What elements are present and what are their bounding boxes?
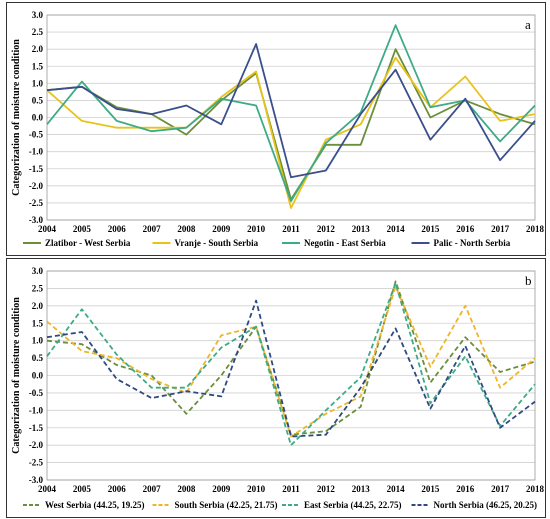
series-line-3	[46, 24, 536, 203]
y-tick-label: -2.5	[29, 458, 44, 468]
y-tick-label: 2.5	[32, 283, 44, 293]
legend-label-1: Zlatibor - West Serbia	[45, 238, 131, 248]
y-tick-label: -3.0	[29, 475, 44, 485]
panel-letter: b	[525, 273, 532, 288]
x-tick-label: 2005	[73, 484, 92, 494]
legend-label-2: South Serbia (42.25, 21.75)	[175, 500, 278, 510]
x-tick-label: 2008	[177, 484, 196, 494]
x-tick-label: 2015	[421, 484, 440, 494]
x-tick-label: 2004	[38, 224, 57, 234]
x-tick-label: 2013	[352, 224, 371, 234]
plot-frame	[46, 14, 536, 221]
y-axis-label: Categorization of moisture condition	[11, 297, 22, 454]
series-line-4	[46, 43, 536, 179]
legend-label-2: Vranje - South Serbia	[175, 238, 259, 248]
y-tick-label: 1.0	[32, 336, 44, 346]
x-tick-label: 2006	[108, 484, 127, 494]
x-tick-label: 2014	[387, 224, 406, 234]
y-tick-label: -2.5	[29, 198, 44, 208]
series-line-2	[46, 285, 536, 438]
chart-panel-a: 3.0 2.5 2.0 1.5 1.0 0.5 0.0 -0.5 -1.0 -1.5 -2.0 -2.…	[6, 2, 546, 256]
y-tick-label: -1.0	[29, 405, 44, 415]
y-axis-label: Categorization of moisture condition	[11, 39, 22, 196]
y-tick-label: 0.0	[32, 371, 44, 381]
y-tick-label: -0.5	[29, 388, 44, 398]
x-tick-label: 2018	[526, 224, 545, 234]
y-tick-label: -1.5	[29, 164, 44, 174]
y-tick-label: 2.0	[32, 301, 44, 311]
x-tick-label: 2006	[108, 224, 127, 234]
x-tick-label: 2011	[282, 224, 300, 234]
y-tick-label: -2.0	[29, 181, 44, 191]
x-tick-label: 2012	[317, 484, 336, 494]
x-tick-label: 2011	[282, 484, 300, 494]
x-tick-label: 2014	[387, 484, 406, 494]
y-tick-label: -1.0	[29, 147, 44, 157]
panel-letter: a	[525, 17, 531, 32]
y-tick-label: 3.0	[32, 10, 44, 20]
chart-a-svg: 3.0 2.5 2.0 1.5 1.0 0.5 0.0 -0.5 -1.0 -1.5 -2.0 -2.…	[11, 10, 545, 248]
x-tick-label: 2015	[421, 224, 440, 234]
x-tick-label: 2007	[143, 224, 162, 234]
series-line-3	[46, 282, 536, 447]
x-tick-label: 2010	[247, 484, 266, 494]
legend-label-1: West Serbia (44.25, 19.25)	[45, 500, 145, 510]
y-tick-label: 2.0	[32, 44, 44, 54]
legend-label-3: Negotin - East Serbia	[304, 238, 386, 248]
y-tick-label: 2.5	[32, 27, 44, 37]
x-tick-label: 2016	[456, 484, 475, 494]
x-tick-label: 2010	[247, 224, 266, 234]
x-tick-label: 2017	[491, 224, 510, 234]
y-tick-label: 1.5	[32, 318, 44, 328]
x-tick-label: 2007	[143, 484, 162, 494]
y-tick-label: 0.5	[32, 95, 44, 105]
x-tick-label: 2016	[456, 224, 475, 234]
x-tick-label: 2004	[38, 484, 57, 494]
y-tick-label: 0.5	[32, 353, 44, 363]
y-tick-label: 1.0	[32, 78, 44, 88]
x-tick-label: 2013	[352, 484, 371, 494]
chart-panel-b: 3.0 2.5 2.0 1.5 1.0 0.5 0.0 -0.5 -1.0 -1.5 -2.0 -2.…	[6, 258, 546, 518]
legend-label-3: East Serbia (44.25, 22.75)	[304, 500, 402, 510]
x-tick-label: 2009	[212, 224, 231, 234]
series-line-2	[46, 56, 536, 209]
y-tick-label: -0.5	[29, 130, 44, 140]
y-tick-label: 0.0	[32, 113, 44, 123]
y-tick-label: 3.0	[32, 266, 44, 276]
x-tick-label: 2012	[317, 224, 336, 234]
legend-label-4: Palic - North Serbia	[434, 238, 511, 248]
x-tick-label: 2005	[73, 224, 92, 234]
y-tick-label: 1.5	[32, 61, 44, 71]
y-tick-label: -3.0	[29, 215, 44, 225]
x-tick-label: 2017	[491, 484, 510, 494]
y-tick-label: -1.5	[29, 423, 44, 433]
y-tick-label: -2.0	[29, 440, 44, 450]
legend-label-4: North Serbia (46.25, 20.25)	[434, 500, 538, 510]
series-line-4	[46, 299, 536, 438]
x-tick-label: 2018	[526, 484, 545, 494]
x-tick-label: 2009	[212, 484, 231, 494]
plot-frame	[46, 270, 536, 481]
chart-b-svg: 3.0 2.5 2.0 1.5 1.0 0.5 0.0 -0.5 -1.0 -1.5 -2.0 -2.…	[11, 266, 545, 510]
x-tick-label: 2008	[177, 224, 196, 234]
